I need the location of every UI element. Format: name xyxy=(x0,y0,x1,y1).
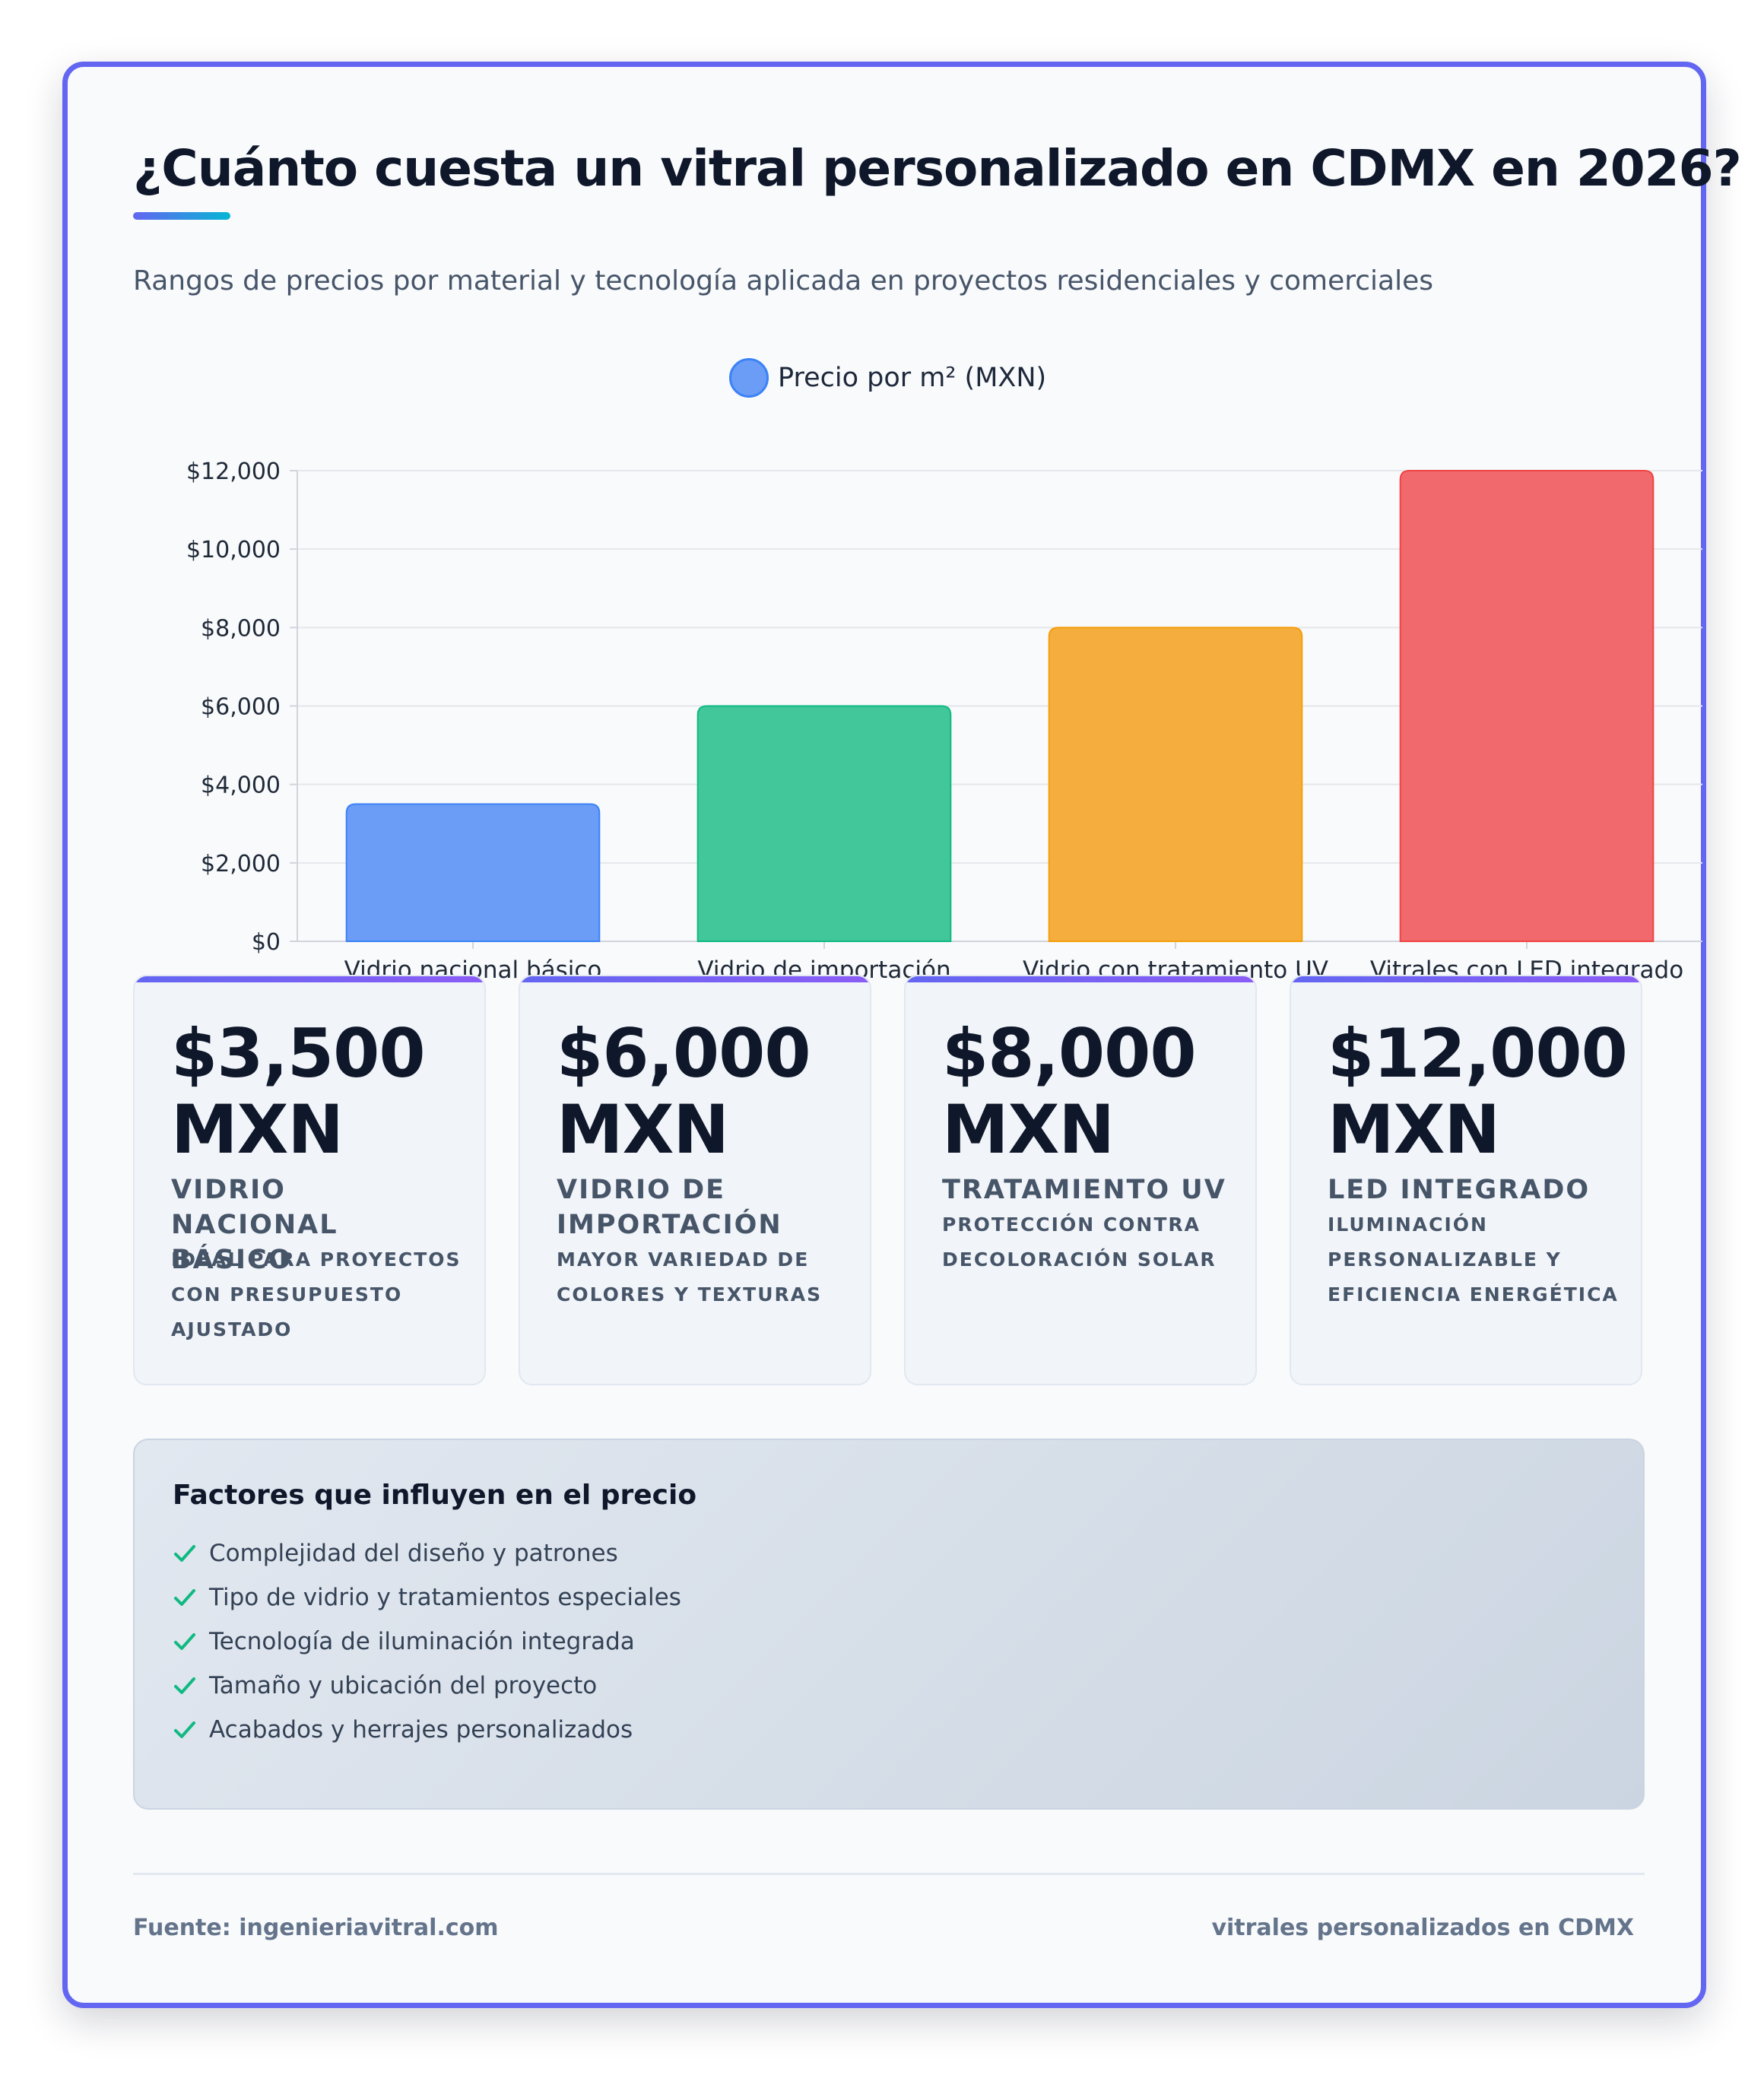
factor-item: Tamaño y ubicación del proyecto xyxy=(173,1667,597,1705)
factor-text: Tamaño y ubicación del proyecto xyxy=(209,1672,598,1699)
card-accent-bar xyxy=(906,976,1255,982)
factor-text: Tecnología de iluminación integrada xyxy=(209,1628,635,1655)
card-amount: $8,000 MXN xyxy=(942,1014,1197,1169)
card-name: Vidrio nacional básico xyxy=(171,1175,338,1275)
y-tick-label: $12,000 xyxy=(186,458,281,485)
legend-swatch xyxy=(729,358,769,398)
price-card-led: $12,000 MXN LED integrado Iluminación pe… xyxy=(1290,975,1642,1385)
y-tick-label: $2,000 xyxy=(201,851,281,877)
card-description: Iluminación personalizable y eficiencia … xyxy=(1328,1214,1619,1306)
card-amount: $12,000 MXN xyxy=(1328,1014,1628,1169)
y-tick-label: $6,000 xyxy=(201,694,281,721)
bar-chart: $0 $2,000 $4,000 $6,000 $8,000 $10,000 $12,000… xyxy=(130,401,1712,984)
price-card-importacion: $6,000 MXN Vidrio de importación Mayor v… xyxy=(519,975,871,1385)
card-accent-bar xyxy=(135,976,484,982)
factor-text: Acabados y herrajes personalizados xyxy=(209,1716,633,1743)
bar[interactable] xyxy=(696,705,952,942)
factor-item: Complejidad del diseño y patrones xyxy=(173,1534,618,1572)
factor-text: Complejidad del diseño y patrones xyxy=(209,1540,618,1567)
check-icon xyxy=(174,1633,195,1650)
y-tick-label: $0 xyxy=(252,929,281,956)
bar-layer xyxy=(345,470,1655,942)
title-underline xyxy=(133,212,230,220)
card-name: Tratamiento UV xyxy=(942,1175,1226,1205)
page-subtitle: Rangos de precios por material y tecnolo… xyxy=(133,265,1433,297)
price-card-uv: $8,000 MXN Tratamiento UV Protección con… xyxy=(904,975,1257,1385)
factor-item: Tecnología de iluminación integrada xyxy=(173,1623,635,1661)
factors-title: Factores que influyen en el precio xyxy=(173,1480,697,1511)
legend-label: Precio por m² (MXN) xyxy=(778,363,1047,393)
card-name: Vidrio de importación xyxy=(557,1175,782,1240)
factor-item: Acabados y herrajes personalizados xyxy=(173,1711,633,1749)
card-name: LED integrado xyxy=(1328,1175,1591,1205)
check-icon xyxy=(174,1677,195,1694)
card-accent-bar xyxy=(1291,976,1641,982)
footer-divider xyxy=(133,1873,1645,1875)
card-amount: $3,500 MXN xyxy=(171,1014,426,1169)
check-icon xyxy=(174,1589,195,1606)
page-title: ¿Cuánto cuesta un vitral personalizado e… xyxy=(133,139,1742,198)
footer-tagline: vitrales personalizados en CDMX xyxy=(1211,1915,1634,1941)
factors-panel: Factores que influyen en el precio Compl… xyxy=(133,1439,1645,1810)
card-accent-bar xyxy=(520,976,870,982)
check-icon xyxy=(174,1545,195,1562)
card-amount: $6,000 MXN xyxy=(557,1014,811,1169)
y-tick-label: $10,000 xyxy=(186,537,281,563)
y-tick-label: $8,000 xyxy=(201,615,281,642)
card-description: Ideal para proyectos con presupuesto aju… xyxy=(171,1248,462,1340)
bar[interactable] xyxy=(1048,627,1303,942)
infographic-card: ¿Cuánto cuesta un vitral personalizado e… xyxy=(62,62,1742,2008)
bar-chart-svg: $0 $2,000 $4,000 $6,000 $8,000 $10,000 $12,000… xyxy=(186,458,1702,984)
check-icon xyxy=(174,1721,195,1738)
bar[interactable] xyxy=(1399,470,1655,942)
price-card-basico: $3,500 MXN Vidrio nacional básico Ideal … xyxy=(133,975,486,1385)
bar[interactable] xyxy=(345,803,601,942)
footer-source: Fuente: ingenieriavitral.com xyxy=(133,1915,499,1941)
card-description: Mayor variedad de colores y texturas xyxy=(557,1248,823,1306)
chart-legend[interactable]: Precio por m² (MXN) xyxy=(729,356,1046,400)
factor-text: Tipo de vidrio y tratamientos especiales xyxy=(209,1584,681,1611)
y-tick-label: $4,000 xyxy=(201,773,281,799)
factor-item: Tipo de vidrio y tratamientos especiales xyxy=(173,1578,681,1617)
